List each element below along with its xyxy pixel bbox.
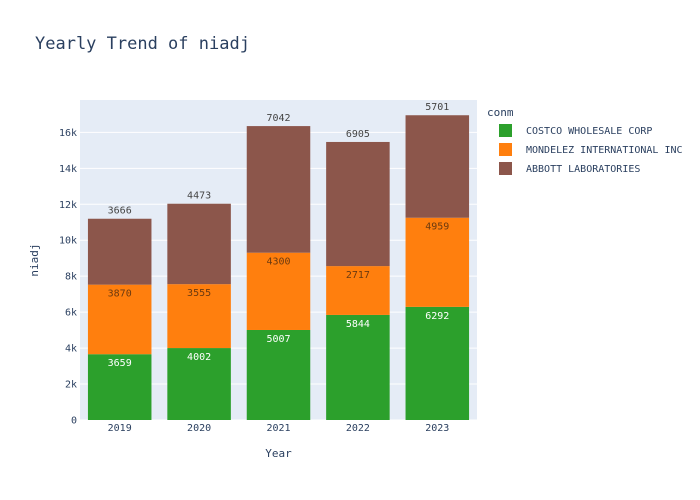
legend-swatch[interactable]	[499, 124, 512, 137]
bar-segment[interactable]	[246, 126, 311, 253]
legend-swatch[interactable]	[499, 162, 512, 175]
bar-segment[interactable]	[87, 354, 152, 420]
legend-title: conm	[487, 106, 514, 119]
data-label: 6905	[346, 129, 370, 140]
y-tick-label: 16k	[59, 128, 77, 139]
y-tick-label: 10k	[59, 236, 77, 247]
data-label: 3666	[108, 206, 132, 217]
bar-segment[interactable]	[405, 306, 470, 420]
data-label: 5007	[266, 334, 290, 345]
bar-segment[interactable]	[405, 217, 470, 307]
data-label: 5701	[425, 102, 449, 113]
y-tick-label: 2k	[65, 380, 77, 391]
data-label: 2717	[346, 270, 370, 281]
x-tick-label: 2019	[108, 423, 132, 434]
y-tick-label: 4k	[65, 344, 77, 355]
x-tick-label: 2023	[425, 423, 449, 434]
legend-swatch[interactable]	[499, 143, 512, 156]
data-label: 4300	[266, 257, 290, 268]
data-label: 3555	[187, 288, 211, 299]
x-tick-label: 2021	[266, 423, 290, 434]
bar-segment[interactable]	[326, 141, 390, 267]
data-label: 4473	[187, 191, 211, 202]
x-axis: 2019 2020 2021 2022 2023	[108, 423, 450, 434]
y-tick-label: 12k	[59, 200, 77, 211]
bar-segment[interactable]	[87, 284, 152, 355]
data-label: 7042	[266, 113, 290, 124]
y-tick-label: 8k	[65, 272, 77, 283]
legend[interactable]: conm COSTCO WHOLESALE CORP MONDELEZ INTER…	[487, 106, 683, 175]
data-label: 5844	[346, 319, 370, 330]
x-tick-label: 2020	[187, 423, 211, 434]
bar-segment[interactable]	[326, 314, 390, 420]
data-label: 3659	[108, 358, 132, 369]
bars	[87, 115, 470, 420]
chart-title: Yearly Trend of niadj	[35, 34, 250, 54]
bar-segment[interactable]	[326, 266, 390, 315]
x-tick-label: 2022	[346, 423, 370, 434]
y-axis: 0 2k 4k 6k 8k 10k 12k 14k 16k	[59, 128, 77, 427]
bar-segment[interactable]	[87, 218, 152, 285]
bar-segment[interactable]	[167, 284, 231, 349]
data-label: 4959	[425, 222, 449, 233]
x-axis-title: Year	[265, 447, 292, 460]
bar-segment[interactable]	[246, 252, 311, 330]
y-axis-title: niadj	[28, 243, 41, 276]
bar-segment[interactable]	[167, 203, 231, 285]
data-label: 6292	[425, 311, 449, 322]
bar-segment[interactable]	[167, 348, 231, 420]
y-tick-label: 6k	[65, 308, 77, 319]
legend-item-label[interactable]: MONDELEZ INTERNATIONAL INC	[526, 145, 683, 156]
bar-segment[interactable]	[246, 329, 311, 420]
y-tick-label: 14k	[59, 164, 77, 175]
legend-item-label[interactable]: ABBOTT LABORATORIES	[526, 164, 640, 175]
legend-item-label[interactable]: COSTCO WHOLESALE CORP	[526, 126, 652, 137]
data-labels: 3659 3870 3666 4002 3555 4473 5007 4300 7042 5844…	[108, 102, 450, 369]
data-label: 3870	[108, 289, 132, 300]
bar-segment[interactable]	[405, 115, 470, 218]
data-label: 4002	[187, 352, 211, 363]
y-tick-label: 0	[71, 416, 77, 427]
